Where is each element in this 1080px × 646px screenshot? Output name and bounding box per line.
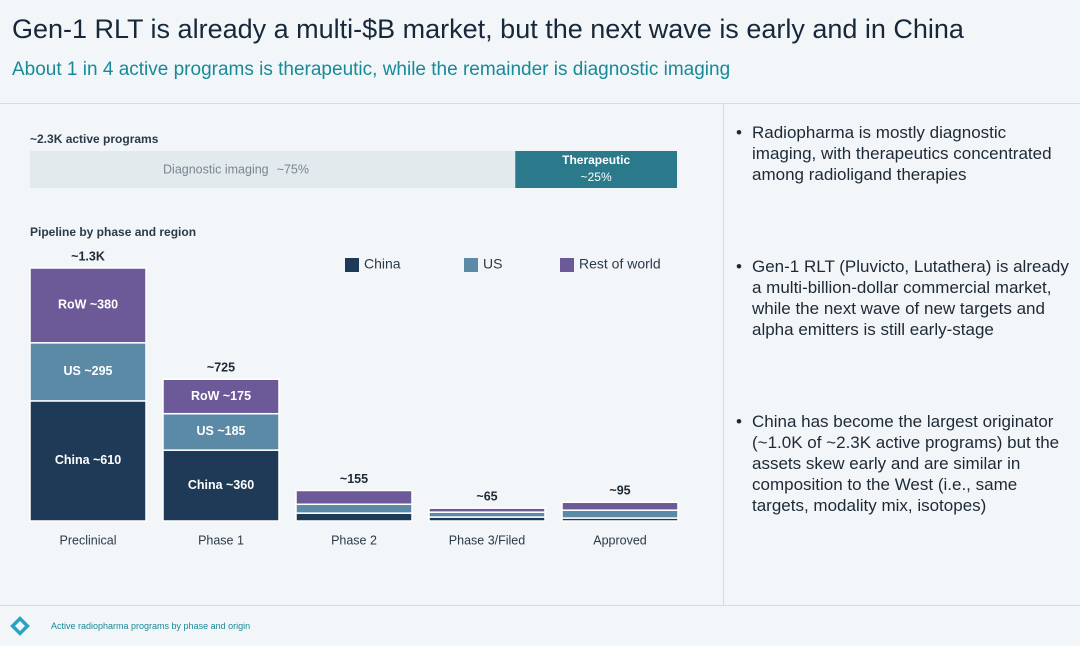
bar-segment: [295, 489, 413, 506]
total-label: ~725: [207, 361, 235, 375]
x-tick-label: Preclinical: [60, 533, 117, 547]
legend-swatch: [560, 258, 574, 272]
legend-label: Rest of world: [579, 256, 661, 272]
segment-name: Diagnostic imaging: [163, 162, 269, 176]
chart-title: ~2.3K active programs: [30, 132, 159, 146]
chart-title: Pipeline by phase and region: [30, 225, 196, 239]
legend-label: China: [364, 256, 401, 272]
logo: [10, 616, 30, 636]
bar-segment: [428, 507, 546, 513]
bullet: China has become the largest originator …: [734, 411, 1074, 516]
value-label: RoW ~175: [191, 389, 251, 403]
slide-title: Gen-1 RLT is already a multi-$B market, …: [12, 14, 964, 44]
legend-label: US: [483, 256, 502, 272]
value-label: RoW ~380: [58, 298, 118, 312]
legend-swatch: [464, 258, 478, 272]
x-tick-label: Phase 3/Filed: [449, 533, 525, 547]
bar-segment: [295, 503, 413, 514]
bar-segment: [515, 151, 677, 188]
legend-swatch: [345, 258, 359, 272]
bullet: Radiopharma is mostly diagnostic imaging…: [734, 122, 1074, 185]
bar-segment: [162, 412, 280, 451]
total-label: ~155: [340, 472, 368, 486]
divider: [723, 104, 724, 605]
bar-segment: [29, 400, 147, 522]
value-label: US ~295: [64, 364, 113, 378]
segment-name: Therapeutic: [562, 153, 630, 167]
bullet-list: Radiopharma is mostly diagnostic imaging…: [734, 122, 1074, 587]
value-label: ~75%: [277, 162, 309, 176]
slide-subtitle: About 1 in 4 active programs is therapeu…: [12, 59, 731, 80]
value-label: China ~610: [55, 453, 121, 467]
value-label: ~25%: [581, 170, 612, 184]
bar-segment: [30, 151, 516, 188]
bar-segment: [561, 509, 679, 519]
x-tick-label: Phase 1: [198, 533, 244, 547]
footer-note: Active radiopharma programs by phase and…: [51, 621, 251, 631]
divider: [0, 103, 1080, 104]
value-label: US ~185: [197, 424, 246, 438]
total-label: ~1.3K: [71, 249, 105, 263]
divider: [0, 605, 1080, 606]
bar-segment: [561, 501, 679, 511]
total-label: ~95: [609, 484, 630, 498]
x-tick-label: Approved: [593, 533, 647, 547]
bar-segment: [29, 267, 147, 344]
bar-segment: [295, 512, 413, 522]
total-label: ~65: [476, 489, 497, 503]
bar-segment: [162, 378, 280, 415]
bar-segment: [162, 449, 280, 522]
bullet: Gen-1 RLT (Pluvicto, Lutathera) is alrea…: [734, 256, 1074, 340]
bar-segment: [29, 342, 147, 402]
x-tick-label: Phase 2: [331, 533, 377, 547]
value-label: China ~360: [188, 478, 254, 492]
